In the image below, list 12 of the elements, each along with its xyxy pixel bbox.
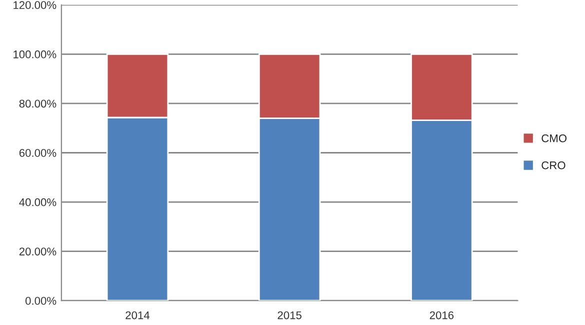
legend-label: CMO bbox=[542, 134, 567, 142]
x-tick-label: 2014 bbox=[126, 311, 150, 320]
y-tick-label: 100.00% bbox=[14, 50, 56, 58]
y-tick-label: 40.00% bbox=[19, 198, 56, 206]
y-tick-label: 120.00% bbox=[14, 1, 56, 10]
x-tick-label: 2016 bbox=[430, 311, 454, 320]
y-tick-label: 0.00% bbox=[25, 296, 56, 305]
y-tick-label: 60.00% bbox=[19, 149, 56, 157]
y-tick-label: 20.00% bbox=[19, 248, 56, 256]
legend-label: CRO bbox=[542, 161, 566, 170]
x-tick-label: 2015 bbox=[278, 311, 302, 320]
y-tick-label: 80.00% bbox=[19, 100, 56, 108]
